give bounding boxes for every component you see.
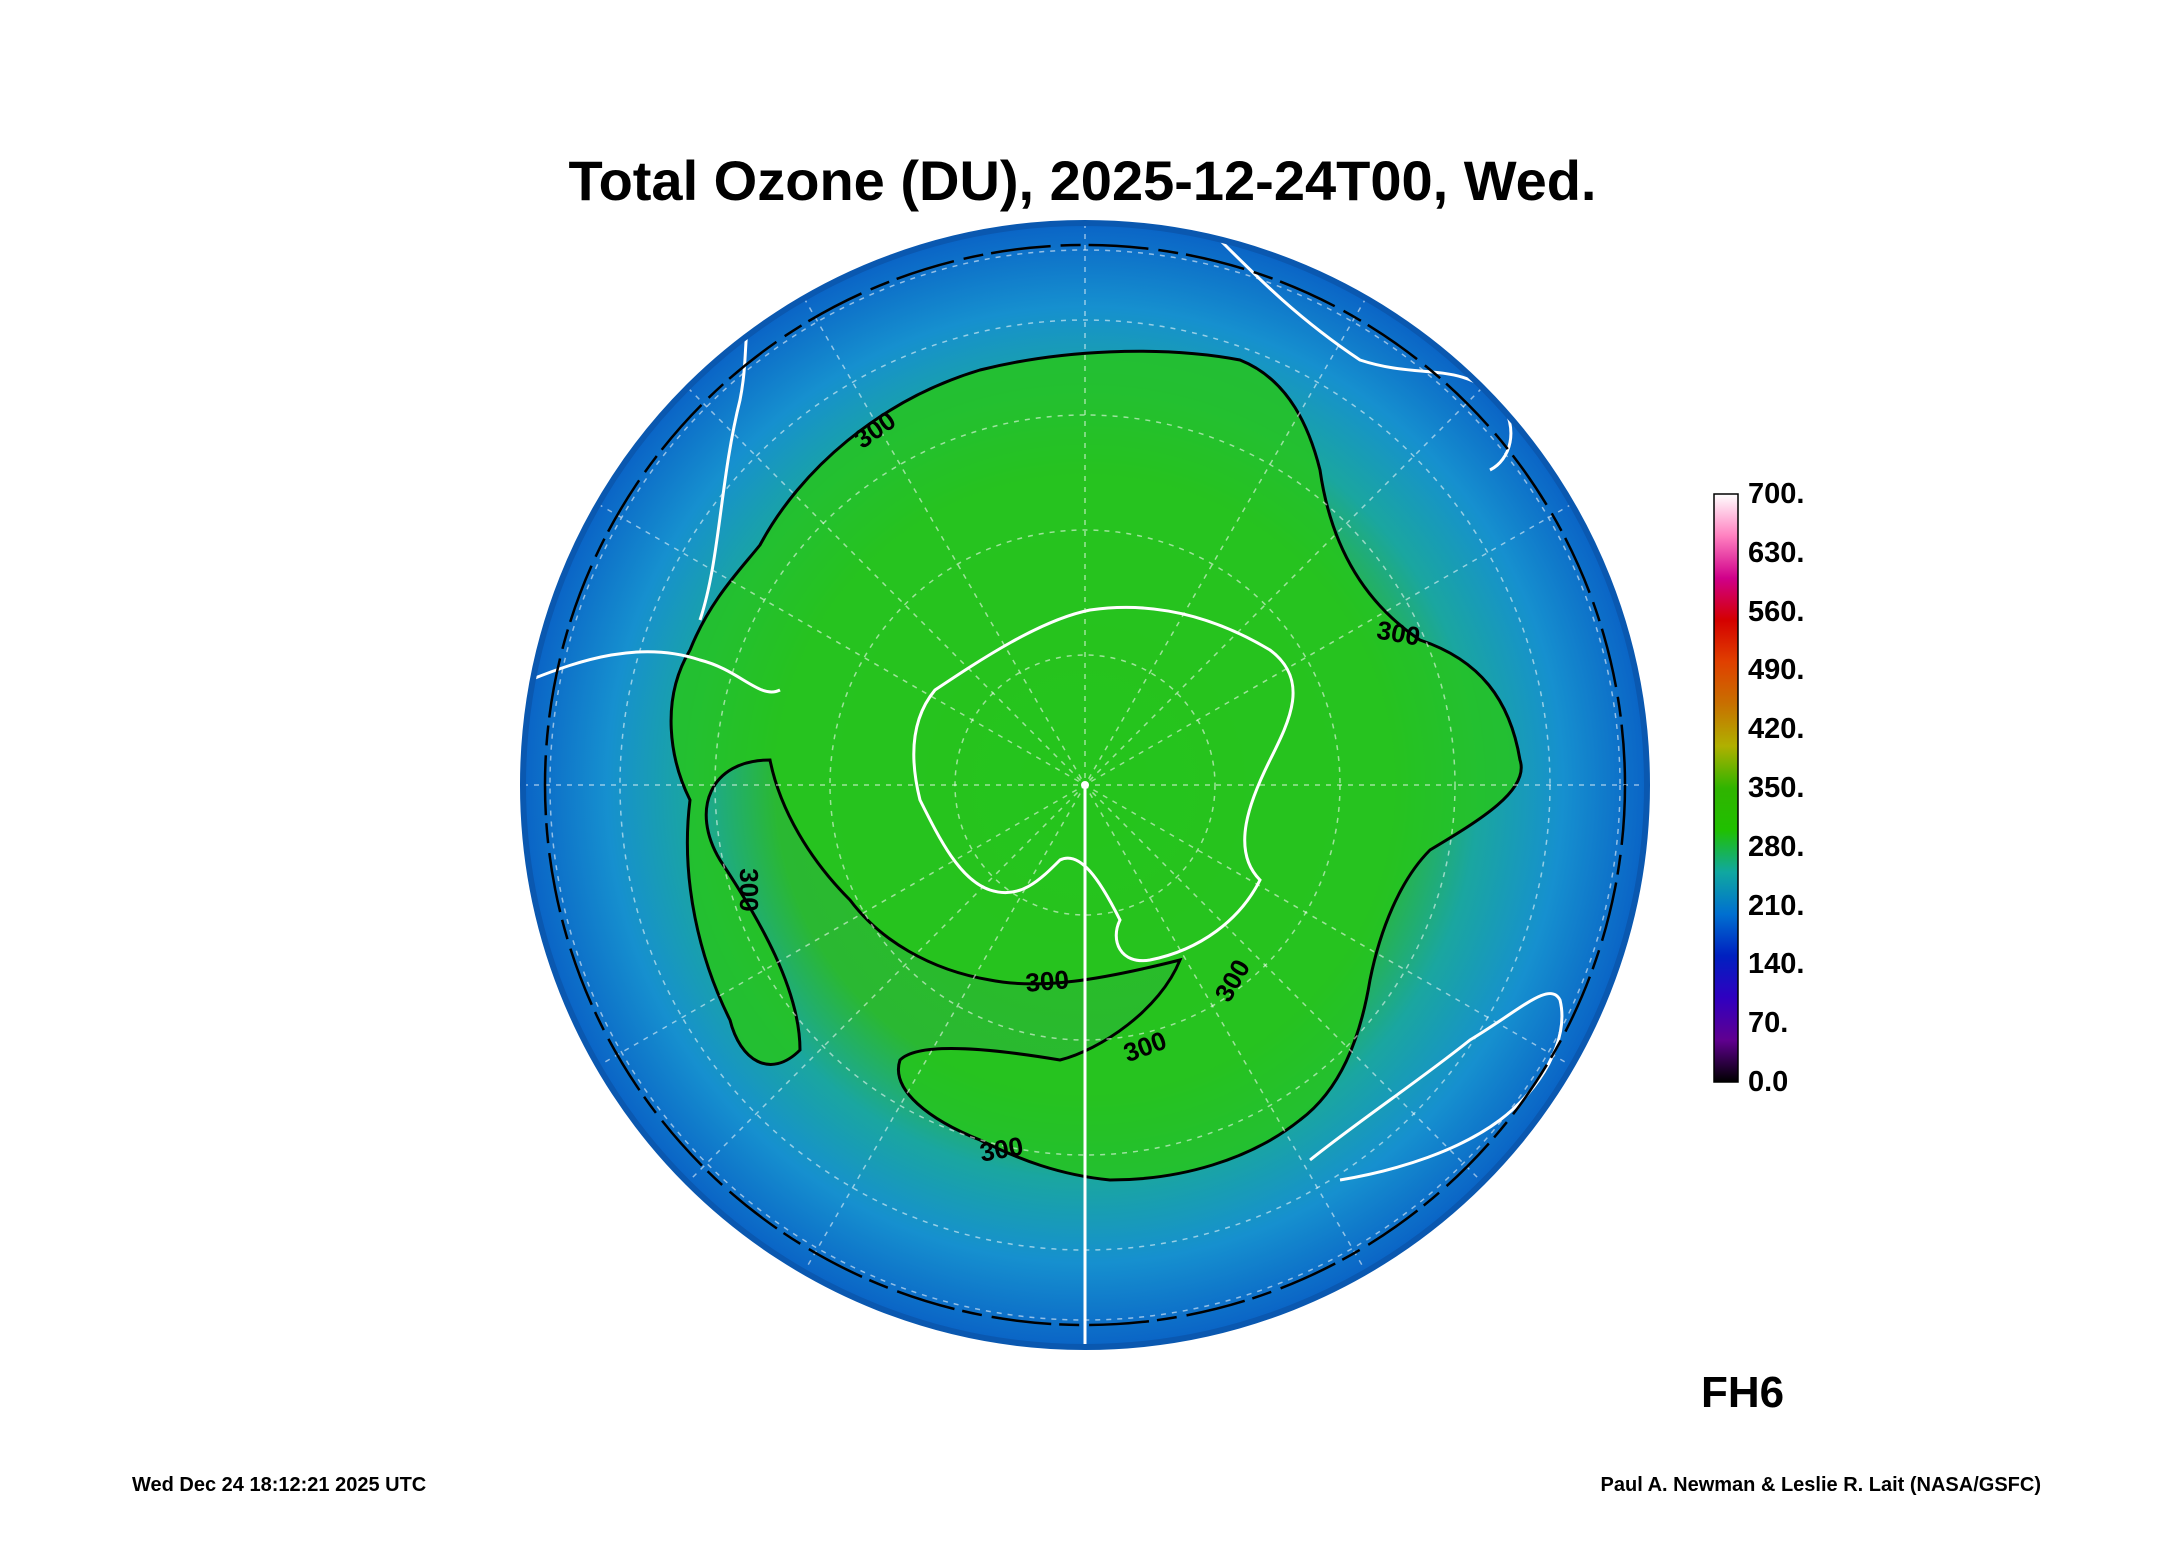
- forecast-hour-label: FH6: [1701, 1368, 1785, 1417]
- footer-timestamp: Wed Dec 24 18:12:21 2025 UTC: [132, 1474, 427, 1496]
- globe-border: [520, 220, 1650, 1350]
- contour-label: 300: [1024, 964, 1070, 998]
- colorbar-tick-label: 210.: [1748, 889, 1805, 922]
- colorbar-tick-label: 350.: [1748, 772, 1805, 804]
- globe-contour-outer: [543, 243, 1627, 1327]
- contour-label: 300: [1375, 615, 1423, 652]
- australia-coast: [1218, 238, 1513, 472]
- africa-coast: [1309, 992, 1564, 1182]
- colorbar: [1713, 493, 1739, 1083]
- antarctica-coast: [912, 605, 1295, 963]
- contour-label: 300: [734, 868, 764, 911]
- colorbar-tick-label: 140.: [1748, 948, 1805, 981]
- colorbar-tick-label: 700.: [1748, 478, 1805, 510]
- footer-credit: Paul A. Newman & Leslie R. Lait (NASA/GS…: [1600, 1474, 2041, 1496]
- map-title: Total Ozone (DU), 2025-12-24T00, Wed.: [568, 149, 1597, 212]
- colorbar-tick-label: 70.: [1748, 1007, 1789, 1040]
- colorbar-tick-label: 420.: [1748, 713, 1805, 746]
- contour-label: 300: [977, 1131, 1025, 1168]
- colorbar-tick-label: 0.0: [1748, 1066, 1789, 1098]
- colorbar-gradient: [1713, 493, 1739, 1083]
- pole-marker: [1081, 781, 1089, 789]
- colorbar-tick-label: 280.: [1748, 830, 1805, 863]
- colorbar-tick-label: 560.: [1748, 595, 1805, 628]
- colorbar-tick-label: 630.: [1748, 536, 1805, 569]
- colorbar-tick-label: 490.: [1748, 654, 1805, 687]
